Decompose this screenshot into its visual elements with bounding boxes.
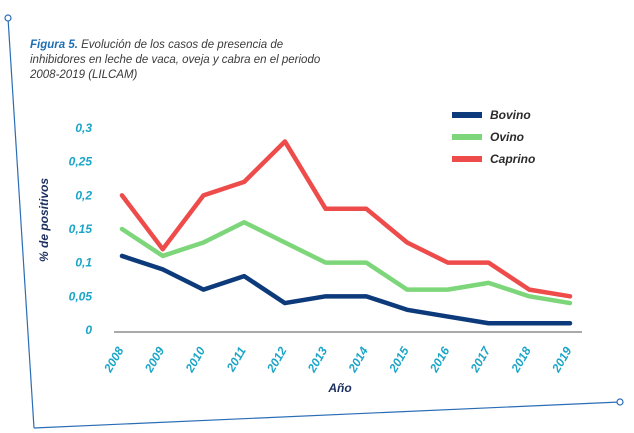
legend-label-ovino: Ovino: [490, 130, 524, 144]
y-tick-label: 0: [85, 323, 92, 337]
frame-bottom-line: [33, 401, 621, 429]
x-axis-ticks: 2008 2009 2010 2011 2012 2013 2014 2015 2016 2017…: [101, 343, 575, 375]
legend: Bovino Ovino Caprino: [452, 108, 535, 166]
y-tick-label: 0,05: [69, 289, 93, 303]
figure-label: Figura 5.: [30, 39, 78, 51]
frame-left-line: [7, 17, 35, 429]
x-tick-label: 2019: [549, 344, 575, 375]
y-tick-label: 0,1: [75, 256, 92, 270]
y-tick-label: 0,25: [69, 155, 93, 169]
x-tick-label: 2014: [345, 344, 371, 375]
x-tick-label: 2008: [101, 344, 127, 375]
series-line-ovino: [119, 220, 573, 306]
x-tick-label: 2011: [223, 344, 249, 374]
legend-label-caprino: Caprino: [490, 152, 535, 166]
series-line-bovino: [119, 253, 573, 326]
series-lines: [119, 139, 573, 326]
x-tick-label: 2016: [426, 344, 452, 375]
y-tick-label: 0,3: [75, 121, 92, 135]
x-tick-label: 2009: [141, 344, 167, 375]
x-tick-label: 2018: [508, 344, 534, 375]
y-axis-ticks: 0 0,05 0,1 0,15 0,2 0,25 0,3: [69, 121, 93, 337]
series-line-caprino: [119, 139, 573, 299]
x-axis-title: Año: [327, 381, 351, 395]
legend-label-bovino: Bovino: [490, 108, 531, 122]
y-axis-title: % de positivos: [37, 178, 51, 262]
figure-caption: Figura 5. Evolución de los casos de pres…: [30, 38, 330, 83]
x-tick-label: 2013: [304, 344, 330, 375]
x-tick-label: 2017: [467, 343, 494, 375]
x-tick-label: 2010: [182, 344, 208, 375]
y-tick-label: 0,15: [69, 222, 93, 236]
figure-caption-text: Evolución de los casos de presencia de i…: [30, 39, 321, 81]
frame-right-dot: [616, 398, 624, 406]
x-tick-label: 2015: [386, 344, 412, 375]
frame-top-dot: [4, 14, 12, 22]
y-tick-label: 0,2: [75, 188, 92, 202]
x-tick-label: 2012: [264, 344, 290, 375]
